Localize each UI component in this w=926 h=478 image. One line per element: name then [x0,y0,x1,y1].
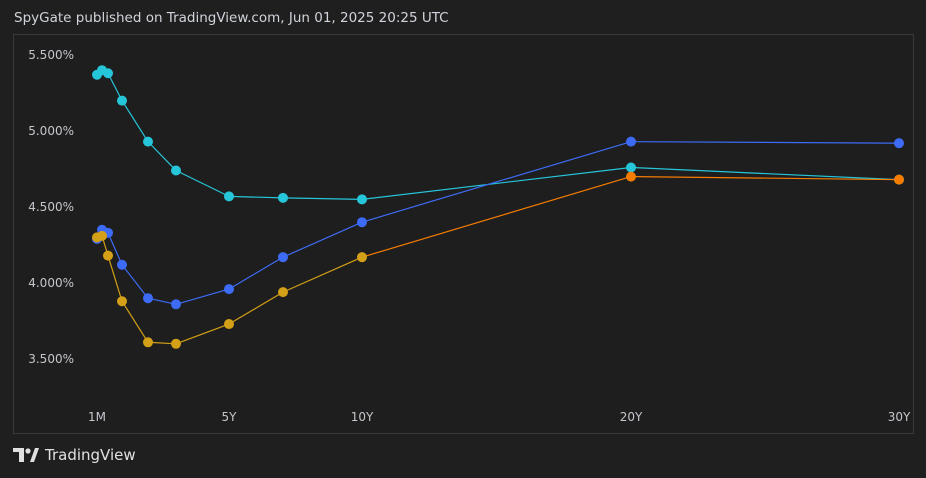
footer: TradingView [13,446,136,464]
data-point[interactable] [103,250,113,261]
series-segment [175,288,230,305]
series-segment [121,264,149,299]
data-point[interactable] [278,252,288,263]
data-point[interactable] [97,230,107,241]
y-tick-label: 4.000% [28,276,74,290]
x-tick-label: 5Y [222,410,238,424]
series-segment [107,72,123,101]
data-point[interactable] [626,136,636,147]
data-point[interactable] [143,337,153,348]
series-segment [228,291,284,325]
series-segment [228,195,284,199]
data-point[interactable] [357,217,367,228]
series-segment [630,166,900,181]
data-point[interactable] [224,191,234,202]
x-tick-label: 20Y [620,410,643,424]
series-segment [282,197,363,200]
data-point[interactable] [117,259,127,270]
series-segment [147,141,177,171]
y-tick-label: 5.500% [28,48,74,62]
publish-caption: SpyGate published on TradingView.com, Ju… [14,10,449,26]
series-segment [361,141,632,223]
tradingview-logo-icon[interactable] [13,448,39,462]
data-point[interactable] [143,136,153,147]
y-tick-label: 3.500% [28,352,74,366]
data-point[interactable] [278,287,288,298]
series-segment [121,100,149,142]
series-segment [630,176,900,181]
data-point[interactable] [117,296,127,307]
y-tick-label: 4.500% [28,200,74,214]
data-point[interactable] [103,68,113,79]
series-segment [121,300,149,343]
x-tick-label: 1M [88,410,106,424]
data-point[interactable] [894,174,904,185]
series-segment [361,166,632,200]
data-point[interactable] [171,299,181,310]
series-segment [282,256,363,293]
data-point[interactable] [117,95,127,106]
data-point[interactable] [171,338,181,349]
series-segment [107,255,123,302]
series-segment [107,232,123,266]
x-axis: 1M 5Y 10Y 20Y 30Y [88,410,911,424]
data-point[interactable] [171,165,181,176]
series-segment [175,169,230,197]
series-layer [92,65,904,349]
data-point[interactable] [143,293,153,304]
data-point[interactable] [224,319,234,330]
x-tick-label: 30Y [888,410,911,424]
data-point[interactable] [894,138,904,149]
y-axis: 3.500% 4.000% 4.500% 5.000% 5.500% [28,48,74,366]
data-point[interactable] [626,162,636,173]
brand-name[interactable]: TradingView [45,446,136,464]
chart-panel [13,34,914,434]
series-segment [361,176,632,258]
data-point[interactable] [357,252,367,263]
data-point[interactable] [278,192,288,203]
series-segment [282,221,363,258]
x-tick-label: 10Y [351,410,374,424]
series-segment [630,141,900,144]
series-segment [228,256,284,290]
data-point[interactable] [357,194,367,205]
series-segment [175,323,230,345]
data-point[interactable] [626,171,636,182]
data-point[interactable] [224,284,234,295]
y-tick-label: 5.000% [28,124,74,138]
